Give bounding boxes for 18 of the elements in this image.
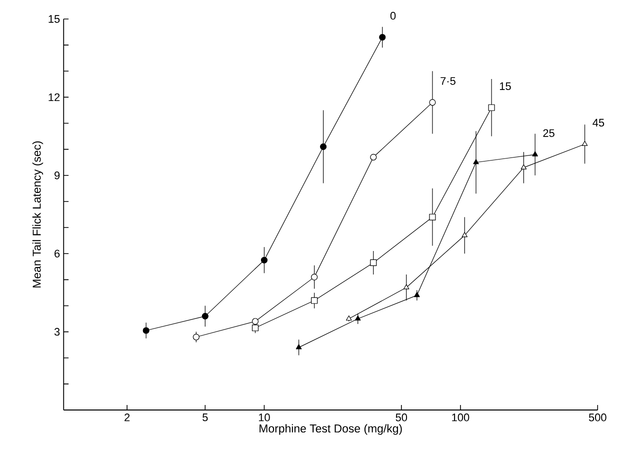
series-label: 15 [500,82,511,90]
x-tick-label: 100 [452,414,470,422]
y-tick-label: 9 [54,172,60,180]
y-tick-label: 3 [54,328,60,336]
x-tick-label: 5 [202,414,208,422]
x-tick-label: 2 [124,414,130,422]
x-tick-label: 10 [258,414,270,422]
y-tick-label: 15 [48,15,60,23]
y-tick-label: 12 [48,93,60,102]
series-label: 7·5 [440,77,456,85]
x-tick-label: 50 [396,414,408,422]
x-tick-label: 500 [588,414,606,422]
series-label: 45 [592,118,604,127]
x-axis-title: Morphine Test Dose (mg/kg) [260,424,402,435]
series-label: 0 [390,12,396,20]
series-label: 25 [543,129,554,137]
y-tick-label: 6 [54,250,60,258]
y-axis-title: Mean Tail Flick Latency (sec) [32,141,44,288]
